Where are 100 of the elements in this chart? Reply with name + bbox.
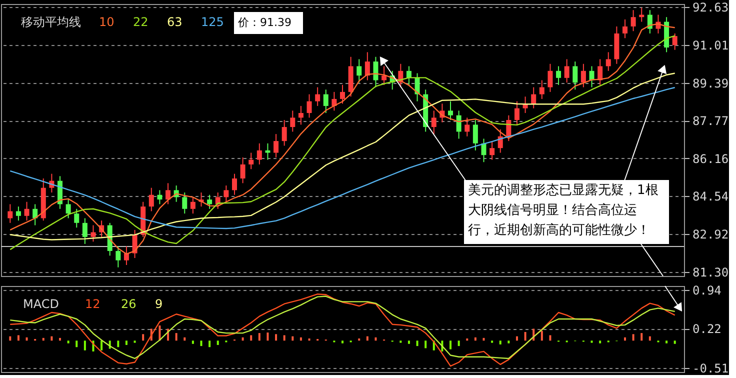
candlestick — [431, 110, 436, 135]
bar — [250, 335, 252, 341]
bar — [458, 340, 460, 346]
y-tick-label: 84.54 — [692, 190, 729, 204]
bar — [275, 334, 278, 341]
candlestick — [340, 84, 345, 104]
bar — [258, 333, 260, 341]
bar — [342, 340, 344, 344]
candlestick — [232, 173, 237, 196]
candlestick — [248, 152, 254, 170]
candlestick — [24, 201, 30, 222]
y-tick-label: 89.39 — [692, 76, 729, 90]
bar — [117, 340, 120, 348]
candlestick — [364, 52, 370, 81]
y-tick-label: -0.51 — [692, 362, 729, 376]
bar — [84, 340, 86, 350]
candlestick — [598, 58, 603, 86]
bar — [26, 337, 28, 341]
annotation: 9 — [155, 297, 163, 311]
annotation: 价：91.39 — [237, 16, 292, 29]
candlestick — [481, 138, 486, 163]
y-tick-label: 87.77 — [692, 114, 729, 128]
bar — [266, 332, 269, 341]
bar — [648, 336, 651, 341]
y-tick-label: 91.01 — [692, 38, 729, 52]
candlestick — [448, 100, 454, 121]
bar — [408, 340, 410, 344]
bar — [374, 337, 377, 341]
candlestick — [82, 218, 88, 244]
bar — [67, 340, 70, 344]
bar — [308, 338, 310, 341]
bar — [184, 337, 186, 341]
y-tick-label: 86.16 — [692, 152, 729, 166]
bar — [17, 335, 20, 341]
candlestick — [464, 117, 470, 137]
candlestick — [606, 52, 611, 72]
candlestick — [290, 110, 296, 132]
candlestick — [556, 66, 562, 86]
candlestick — [190, 196, 196, 214]
candlestick — [16, 206, 21, 222]
bar — [466, 338, 468, 341]
candlestick — [332, 91, 337, 112]
bar — [242, 337, 244, 341]
candlestick — [472, 120, 478, 151]
bar — [632, 334, 634, 341]
series-label: 12 — [85, 297, 100, 311]
bar — [76, 340, 78, 348]
candlestick — [572, 61, 578, 90]
bar — [292, 336, 294, 341]
candlestick — [506, 114, 512, 142]
bar — [499, 340, 502, 344]
y-tick-label: 0.22 — [692, 322, 722, 336]
annotation: 美元的调整形态已显露无疑，1根大阴线信号明显！结合高位运行，近期创新高的可能性微少！ — [468, 182, 658, 238]
candlestick — [207, 194, 212, 210]
bar — [640, 333, 643, 341]
candlestick — [282, 120, 287, 146]
candlestick — [8, 204, 13, 224]
candlestick — [298, 105, 304, 126]
candlestick — [116, 246, 121, 268]
candlestick — [157, 190, 162, 205]
candlestick — [166, 182, 171, 205]
candlestick — [124, 246, 129, 266]
bar — [208, 340, 211, 348]
candlestick — [672, 32, 678, 50]
bar — [9, 336, 12, 341]
text: 125 — [201, 15, 224, 29]
candlestick — [564, 58, 570, 84]
candlestick — [456, 110, 462, 140]
candlestick — [382, 66, 387, 86]
candlestick — [224, 184, 229, 202]
bar — [599, 340, 602, 344]
bar — [474, 337, 476, 341]
bar — [674, 340, 676, 344]
bar — [524, 332, 526, 341]
text: 10 — [99, 15, 114, 29]
bar — [142, 334, 144, 341]
candlestick — [274, 134, 279, 158]
text: 26 — [121, 297, 136, 311]
candlestick — [315, 86, 320, 106]
candlestick — [548, 63, 553, 92]
text: 63 — [167, 15, 182, 29]
y-tick-label: 81.30 — [692, 266, 729, 280]
candlestick — [373, 56, 378, 88]
bar — [366, 336, 368, 341]
bar — [540, 330, 543, 341]
candlestick — [240, 156, 246, 184]
bar — [300, 337, 302, 341]
bar — [100, 340, 103, 350]
bar — [666, 340, 668, 344]
candlestick — [630, 10, 636, 32]
candlestick — [182, 192, 188, 214]
y-tick-label: 82.92 — [692, 228, 729, 242]
candlestick — [256, 142, 262, 165]
bar — [450, 340, 452, 350]
candlestick — [490, 140, 495, 160]
bar — [192, 340, 194, 344]
bar — [125, 340, 128, 345]
candlestick — [74, 208, 80, 228]
bar — [549, 335, 552, 341]
bar — [283, 335, 286, 341]
